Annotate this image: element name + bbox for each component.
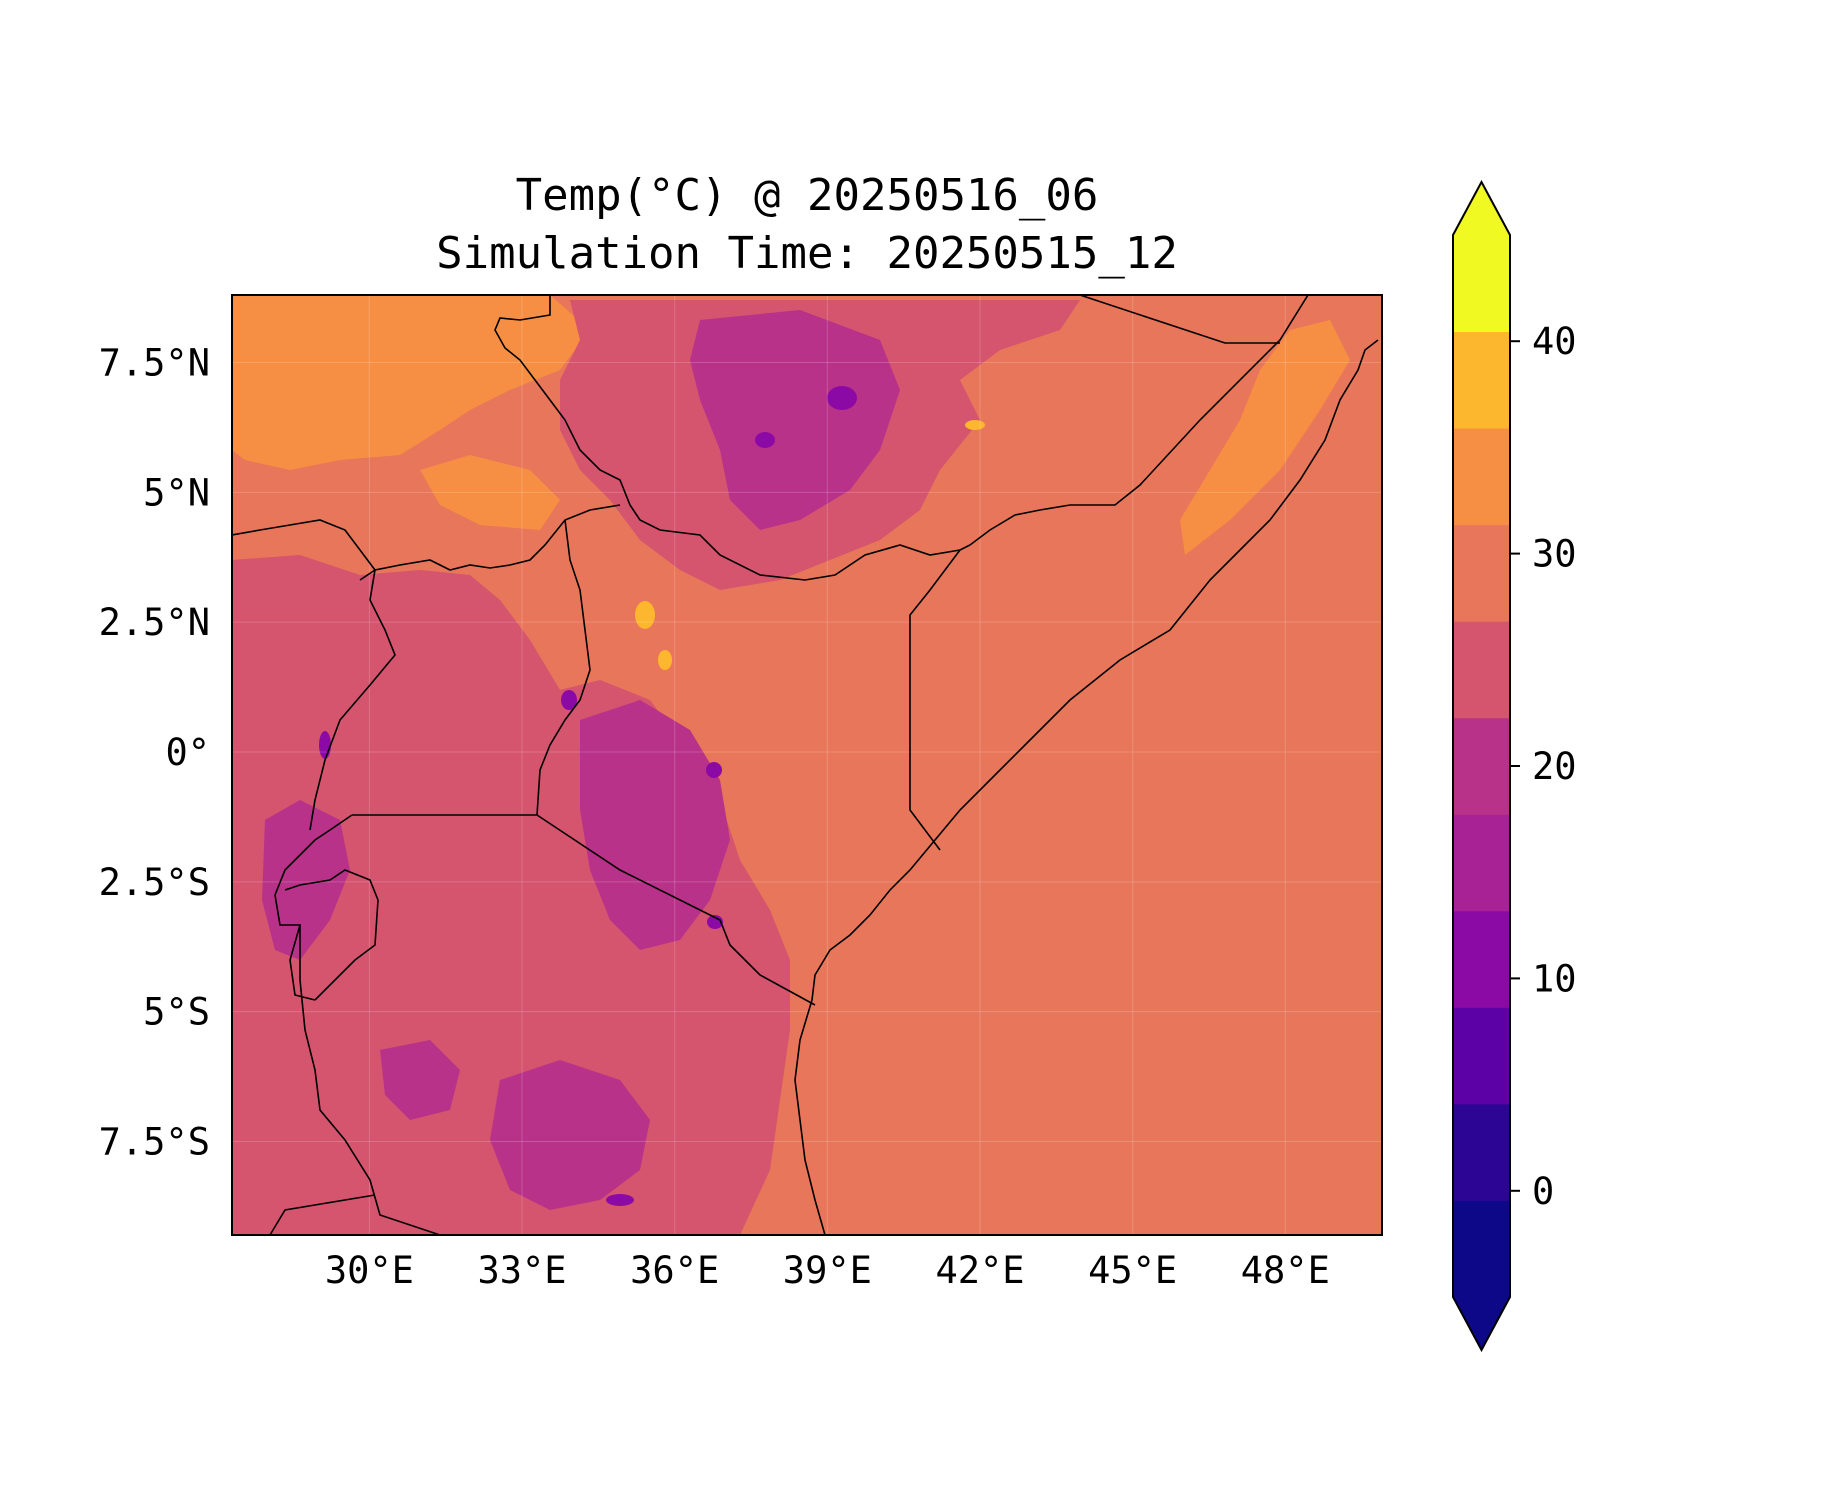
colorbar-tick-label: 30 — [1532, 533, 1577, 576]
cold-region-rwanda — [262, 800, 350, 960]
cold-region-ethiopia — [690, 310, 900, 530]
lat-tick-label: 0° — [165, 731, 210, 774]
lon-tick-label: 39°E — [783, 1249, 872, 1292]
border-lake-tanganyika — [299, 925, 441, 1235]
lon-tick-label: 36°E — [630, 1249, 719, 1292]
hottest-spot-3 — [965, 420, 985, 430]
coldest-spot-ethiopia-1 — [827, 386, 857, 410]
coldest-spot-south — [606, 1194, 634, 1206]
lon-tick-label: 48°E — [1241, 1249, 1330, 1292]
border-kenya-somalia — [909, 549, 961, 851]
colorbar-segment — [1453, 621, 1510, 719]
colorbar-segment — [1453, 1200, 1510, 1298]
lat-tick-label: 7.5°N — [99, 342, 210, 385]
hot-region-somalia-coast — [1180, 320, 1350, 555]
colorbar-segment — [1453, 524, 1510, 622]
border-kenya-ethiopia — [494, 295, 961, 581]
cold-region-southern-highlands — [490, 1060, 650, 1210]
border-uganda-kenya — [536, 519, 591, 816]
colorbar-segment — [1453, 428, 1510, 526]
hot-region-north-pocket — [420, 455, 560, 530]
lat-tick-label: 7.5°S — [99, 1121, 210, 1164]
colorbar-segment — [1453, 235, 1510, 333]
lon-tick-label: 42°E — [935, 1249, 1024, 1292]
cold-region-tanzania-central — [380, 1040, 460, 1120]
colorbar-segment — [1453, 910, 1510, 1008]
border-sudan-car — [232, 519, 376, 571]
gridlines — [232, 295, 1382, 1235]
colorbar-tick-label: 20 — [1532, 745, 1577, 788]
coldest-spot-ethiopia-2 — [755, 432, 775, 448]
border-ethiopia-somalia — [959, 295, 1309, 551]
figure-title-line2: Simulation Time: 20250515_12 — [436, 228, 1178, 279]
figure-title-line1: Temp(°C) @ 20250516_06 — [516, 170, 1099, 221]
colorbar-tick-label: 40 — [1532, 320, 1577, 363]
coldest-spot-mt-kenya — [706, 762, 722, 778]
cold-region-kenya-highlands — [580, 700, 730, 950]
lat-tick-label: 2.5°N — [99, 601, 210, 644]
coldest-spot-rwenzori — [319, 731, 331, 759]
colorbar-extend-min — [1453, 1297, 1510, 1350]
colorbar-tick-label: 10 — [1532, 957, 1577, 1000]
colorbar-segment — [1453, 1007, 1510, 1105]
lat-tick-label: 2.5°S — [99, 861, 210, 904]
border-tanzania-west — [284, 869, 379, 1001]
colorbar-segment — [1453, 331, 1510, 429]
colorbar-tick-label: 0 — [1532, 1170, 1554, 1213]
colorbar-segment — [1453, 1103, 1510, 1201]
lon-tick-label: 45°E — [1088, 1249, 1177, 1292]
coldest-spot-kilimanjaro — [707, 915, 723, 929]
lat-tick-label: 5°S — [143, 991, 210, 1034]
hottest-spot-1 — [635, 601, 655, 629]
border-somalia-north — [1079, 295, 1280, 344]
border-lake-victoria-south — [352, 814, 816, 1006]
lon-tick-label: 33°E — [477, 1249, 566, 1292]
coldest-spot-elgon — [561, 690, 577, 710]
coastline — [794, 339, 1379, 1235]
temperature-map — [232, 295, 1382, 1235]
border-rwanda-burundi — [274, 814, 353, 1001]
colorbar-outline — [1452, 179, 1511, 1353]
hottest-spot-2 — [658, 650, 672, 670]
colorbar: 0 10 20 30 40 — [1452, 179, 1577, 1353]
borders — [232, 295, 1379, 1235]
longitude-axis: 30°E 33°E 36°E 39°E 42°E 45°E 48°E — [325, 1249, 1330, 1292]
border-zambia-tanzania — [269, 1194, 376, 1235]
border-uganda-drc — [309, 569, 396, 831]
lon-tick-label: 30°E — [325, 1249, 414, 1292]
latitude-axis: 7.5°N 5°N 2.5°N 0° 2.5°S 5°S 7.5°S — [99, 342, 210, 1164]
colorbar-segment — [1453, 717, 1510, 815]
lat-tick-label: 5°N — [143, 471, 210, 514]
map-frame — [231, 294, 1383, 1236]
colorbar-extend-max — [1453, 182, 1510, 235]
colorbar-segment — [1453, 814, 1510, 912]
